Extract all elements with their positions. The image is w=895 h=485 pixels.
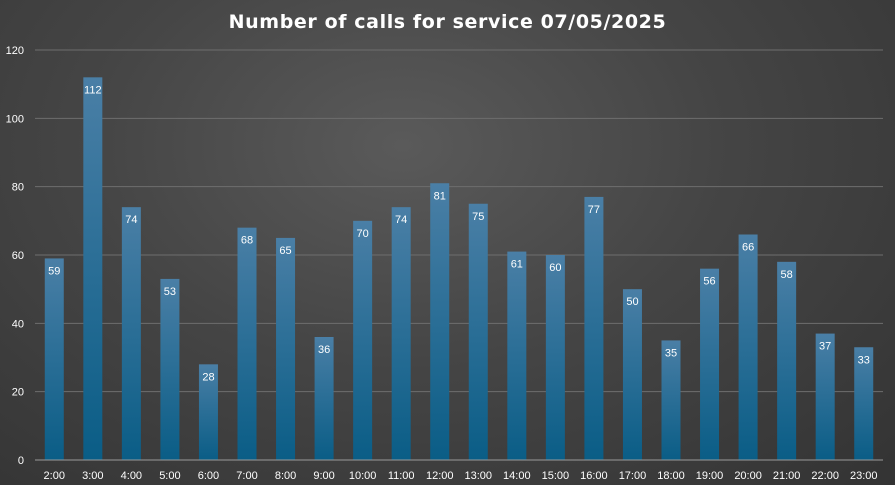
data-label: 81 (434, 190, 446, 202)
x-tick-label: 17:00 (619, 470, 647, 482)
data-label: 50 (626, 296, 638, 308)
x-tick-label: 15:00 (542, 470, 570, 482)
x-tick-label: 19:00 (696, 470, 724, 482)
data-label: 35 (665, 347, 677, 359)
x-tick-label: 13:00 (465, 470, 493, 482)
y-tick-label: 40 (12, 318, 24, 330)
x-tick-label: 12:00 (426, 470, 454, 482)
data-label: 75 (472, 211, 484, 223)
x-tick-label: 3:00 (82, 470, 103, 482)
data-label: 59 (48, 265, 60, 277)
y-tick-label: 120 (6, 45, 24, 57)
data-label: 70 (357, 228, 369, 240)
data-label: 77 (588, 204, 600, 216)
data-label: 74 (125, 214, 137, 226)
data-label: 65 (279, 245, 291, 257)
bar (777, 261, 797, 460)
x-tick-label: 18:00 (657, 470, 685, 482)
bar (44, 258, 64, 460)
y-tick-label: 60 (12, 250, 24, 262)
x-tick-label: 10:00 (349, 470, 377, 482)
bar (584, 196, 604, 460)
y-tick-label: 0 (18, 455, 24, 467)
x-tick-label: 8:00 (275, 470, 296, 482)
data-label: 56 (703, 276, 715, 288)
data-label: 66 (742, 242, 754, 254)
bar (854, 347, 874, 460)
bar (391, 207, 411, 460)
x-tick-label: 2:00 (44, 470, 65, 482)
bar (507, 251, 527, 460)
x-tick-label: 4:00 (121, 470, 142, 482)
x-tick-label: 6:00 (198, 470, 219, 482)
x-tick-label: 7:00 (236, 470, 257, 482)
x-tick-label: 22:00 (811, 470, 839, 482)
y-axis-tick-labels: 0 20 40 60 80 100 120 (6, 45, 24, 467)
bar (545, 255, 565, 460)
data-label: 58 (781, 269, 793, 281)
bar (738, 234, 758, 460)
bar (622, 289, 642, 460)
data-label: 61 (511, 259, 523, 271)
data-label: 60 (549, 262, 561, 274)
x-tick-label: 5:00 (159, 470, 180, 482)
x-tick-label: 14:00 (503, 470, 531, 482)
y-tick-label: 100 (6, 113, 24, 125)
x-tick-label: 21:00 (773, 470, 801, 482)
bar (661, 340, 681, 460)
bar (353, 220, 373, 460)
bar (430, 183, 450, 460)
bar (276, 237, 296, 460)
bar (468, 203, 488, 460)
chart-title: Number of calls for service 07/05/2025 (229, 11, 667, 33)
data-label: 53 (164, 286, 176, 298)
x-axis-tick-labels: 2:00 3:00 4:00 5:00 6:00 7:00 8:00 9:00 10:00 11:… (44, 470, 878, 482)
data-label: 74 (395, 214, 407, 226)
x-tick-label: 23:00 (850, 470, 878, 482)
data-label: 37 (819, 341, 831, 353)
data-label: 28 (202, 371, 214, 383)
bar (314, 337, 334, 460)
bar (121, 207, 141, 460)
bar (160, 278, 180, 460)
bar (198, 364, 218, 460)
bar (700, 268, 720, 460)
data-label: 36 (318, 344, 330, 356)
data-label: 33 (858, 354, 870, 366)
x-tick-label: 20:00 (734, 470, 762, 482)
bar (237, 227, 257, 460)
data-label: 112 (84, 84, 102, 96)
bar (815, 333, 835, 460)
data-label: 68 (241, 235, 253, 247)
data-labels: 59 112 74 53 28 68 65 36 70 74 81 75 61 60 77 50 35 56 66 5… (48, 84, 870, 383)
x-tick-label: 9:00 (313, 470, 334, 482)
x-tick-label: 16:00 (580, 470, 608, 482)
bar (83, 77, 103, 460)
y-tick-label: 20 (12, 387, 24, 399)
x-tick-label: 11:00 (388, 470, 415, 482)
bars (44, 77, 874, 460)
y-tick-label: 80 (12, 182, 24, 194)
